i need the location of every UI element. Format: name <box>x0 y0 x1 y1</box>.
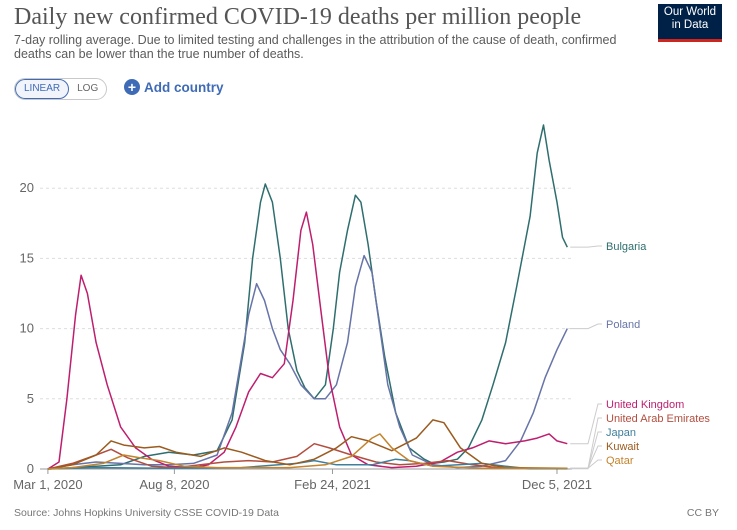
series-line <box>47 433 568 470</box>
y-tick-label: 15 <box>20 250 34 265</box>
chart-title: Daily new confirmed COVID-19 deaths per … <box>14 4 582 30</box>
y-tick-label: 10 <box>20 321 34 336</box>
logo-line-2: in Data <box>671 19 709 31</box>
license-link[interactable]: CC BY <box>686 507 719 519</box>
x-tick-label: Mar 1, 2020 <box>13 477 82 492</box>
x-tick-label: Dec 5, 2021 <box>522 477 592 492</box>
owid-logo[interactable]: Our World in Data <box>658 4 722 42</box>
series-connector <box>570 245 602 248</box>
linear-scale-button[interactable]: LINEAR <box>15 79 70 99</box>
x-tick-label: Aug 8, 2020 <box>139 477 209 492</box>
series-label: Qatar <box>606 455 634 467</box>
add-country-button[interactable]: + Add country <box>124 79 224 95</box>
plus-icon: + <box>124 79 140 95</box>
series-label: Japan <box>606 427 636 439</box>
series-label: Bulgaria <box>606 241 647 253</box>
chart-subtitle: 7-day rolling average. Due to limited te… <box>14 33 617 61</box>
line-chart: 0 5 10 15 20 Mar 1, 2020 Aug 8, 2020 Feb 24, 20… <box>13 124 710 492</box>
series-connector <box>570 431 602 470</box>
scale-toggle[interactable]: LINEAR LOG <box>14 78 108 100</box>
series-label: Poland <box>606 319 640 331</box>
series-connector <box>570 323 602 330</box>
series-label: Kuwait <box>606 441 639 453</box>
series-line <box>47 419 568 470</box>
series-line <box>47 458 568 470</box>
series-line <box>47 254 568 470</box>
series-label: United Arab Emirates <box>606 413 710 425</box>
source-note: Source: Johns Hopkins University CSSE CO… <box>14 507 279 519</box>
y-tick-label: 20 <box>20 180 34 195</box>
series-line <box>47 124 568 470</box>
series-connector <box>570 459 602 469</box>
logo-line-1: Our World <box>663 6 717 18</box>
y-tick-label: 0 <box>27 461 34 476</box>
series-connector <box>570 445 602 469</box>
x-tick-label: Feb 24, 2021 <box>294 477 371 492</box>
log-scale-button[interactable]: LOG <box>77 83 99 94</box>
y-tick-label: 5 <box>27 391 34 406</box>
add-country-label: Add country <box>144 79 224 95</box>
series-label: United Kingdom <box>606 399 684 411</box>
series-connector <box>570 403 602 445</box>
series-line <box>47 211 568 470</box>
